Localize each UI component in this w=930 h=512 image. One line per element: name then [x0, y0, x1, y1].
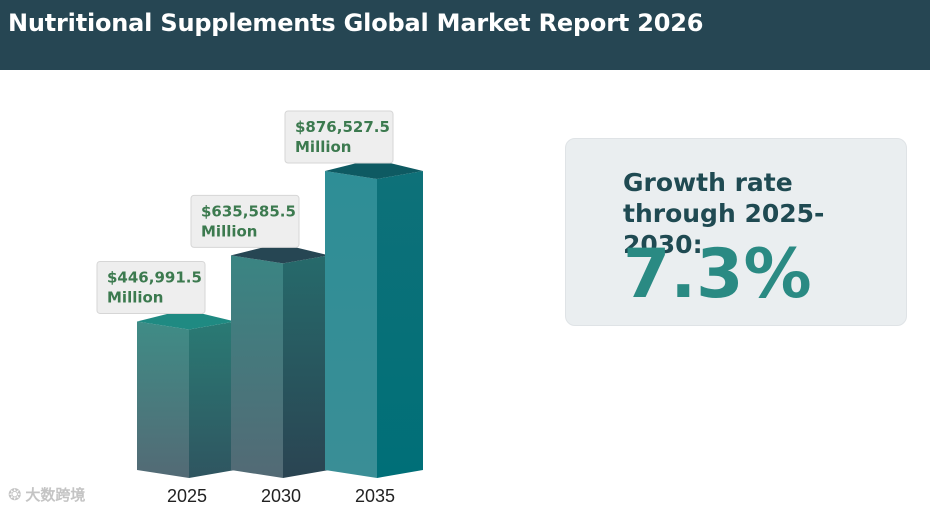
x-tick-label-2035: 2035 [355, 486, 395, 506]
data-label-box-2035 [284, 110, 394, 164]
bar-2030-top [231, 243, 329, 264]
bar-2035-side [377, 171, 423, 478]
bar-2025-top [137, 309, 235, 330]
growth-rate-label: Growth rate through 2025-2030: [623, 168, 825, 259]
data-label-unit-2030: Million [201, 222, 257, 240]
watermark-logo-icon: ❂ [8, 486, 22, 504]
bar-2030-front [231, 255, 283, 478]
data-label-box-2030 [190, 194, 300, 248]
growth-rate-card: Growth rate through 2025-2030: 7.3% [565, 138, 907, 326]
bar-2035-top [325, 159, 423, 179]
data-label-unit-2035: Million [295, 138, 351, 156]
bar-2025-side [189, 321, 235, 478]
bar-2035-front [325, 171, 377, 478]
x-tick-label-2025: 2025 [167, 486, 207, 506]
report-header: Nutritional Supplements Global Market Re… [0, 0, 930, 70]
data-label-unit-2025: Million [107, 288, 163, 306]
watermark-text: 大数跨境 [25, 487, 86, 504]
data-label-value-2030: $635,585.5 [201, 202, 296, 220]
x-tick-label-2030: 2030 [261, 486, 301, 506]
growth-rate-value: 7.3% [623, 235, 812, 314]
data-label-box-2025 [96, 260, 206, 314]
report-title: Nutritional Supplements Global Market Re… [8, 9, 704, 37]
data-label-value-2035: $876,527.5 [295, 118, 390, 136]
data-label-value-2025: $446,991.5 [107, 268, 202, 286]
bar-2025-front [137, 321, 189, 478]
watermark: ❂ 大数跨境 [8, 484, 85, 505]
bar-2030-side [283, 255, 329, 478]
